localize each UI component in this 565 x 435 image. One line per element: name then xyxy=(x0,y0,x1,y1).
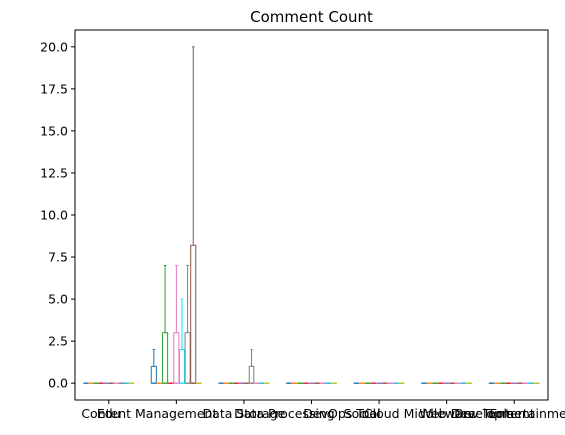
x-tick-label: Entertainment xyxy=(489,406,565,421)
box-body xyxy=(178,349,186,384)
box-body xyxy=(150,365,157,384)
box-mark xyxy=(162,264,169,384)
box-body xyxy=(162,332,169,384)
box-body xyxy=(248,365,255,384)
chart-title: Comment Count xyxy=(250,8,373,26)
y-axis: 0.0 2.5 5.0 7.5 10.0 12.5 15.0 17.5 20.0 xyxy=(40,39,75,391)
x-tick-label: DevOps Tool xyxy=(303,406,380,421)
box-mark xyxy=(178,298,186,384)
x-tick-label: Social xyxy=(344,406,381,421)
y-tick-label: 17.5 xyxy=(40,81,68,96)
y-tick-label: 5.0 xyxy=(48,292,68,307)
box-mark xyxy=(173,264,180,384)
x-tick-label: Dev Tools xyxy=(454,406,513,421)
y-tick-label: 10.0 xyxy=(40,208,68,223)
plot-frame xyxy=(74,29,549,401)
x-tick-label: Data Storage xyxy=(203,406,286,421)
x-tick-label: Web Development xyxy=(419,406,534,421)
x-tick-label: Edu xyxy=(97,406,121,421)
box-body xyxy=(190,244,197,384)
x-tick-label: Content Management xyxy=(81,406,217,421)
y-tick-label: 0.0 xyxy=(48,376,68,391)
x-tick-label: Cloud Middleware xyxy=(364,406,476,421)
y-tick-label: 12.5 xyxy=(40,165,68,180)
x-tick-label: Data Processing xyxy=(234,406,335,421)
box-mark xyxy=(150,349,157,384)
box-mark xyxy=(190,46,197,384)
plot-area xyxy=(74,29,549,401)
y-tick-label: 20.0 xyxy=(40,39,68,54)
box-mark xyxy=(184,264,191,384)
box-mark xyxy=(248,349,255,384)
y-tick-label: 2.5 xyxy=(48,334,68,349)
y-tick-label: 7.5 xyxy=(48,250,68,265)
y-tick-label: 15.0 xyxy=(40,123,68,138)
box-body xyxy=(173,332,180,384)
box-body xyxy=(184,332,191,384)
